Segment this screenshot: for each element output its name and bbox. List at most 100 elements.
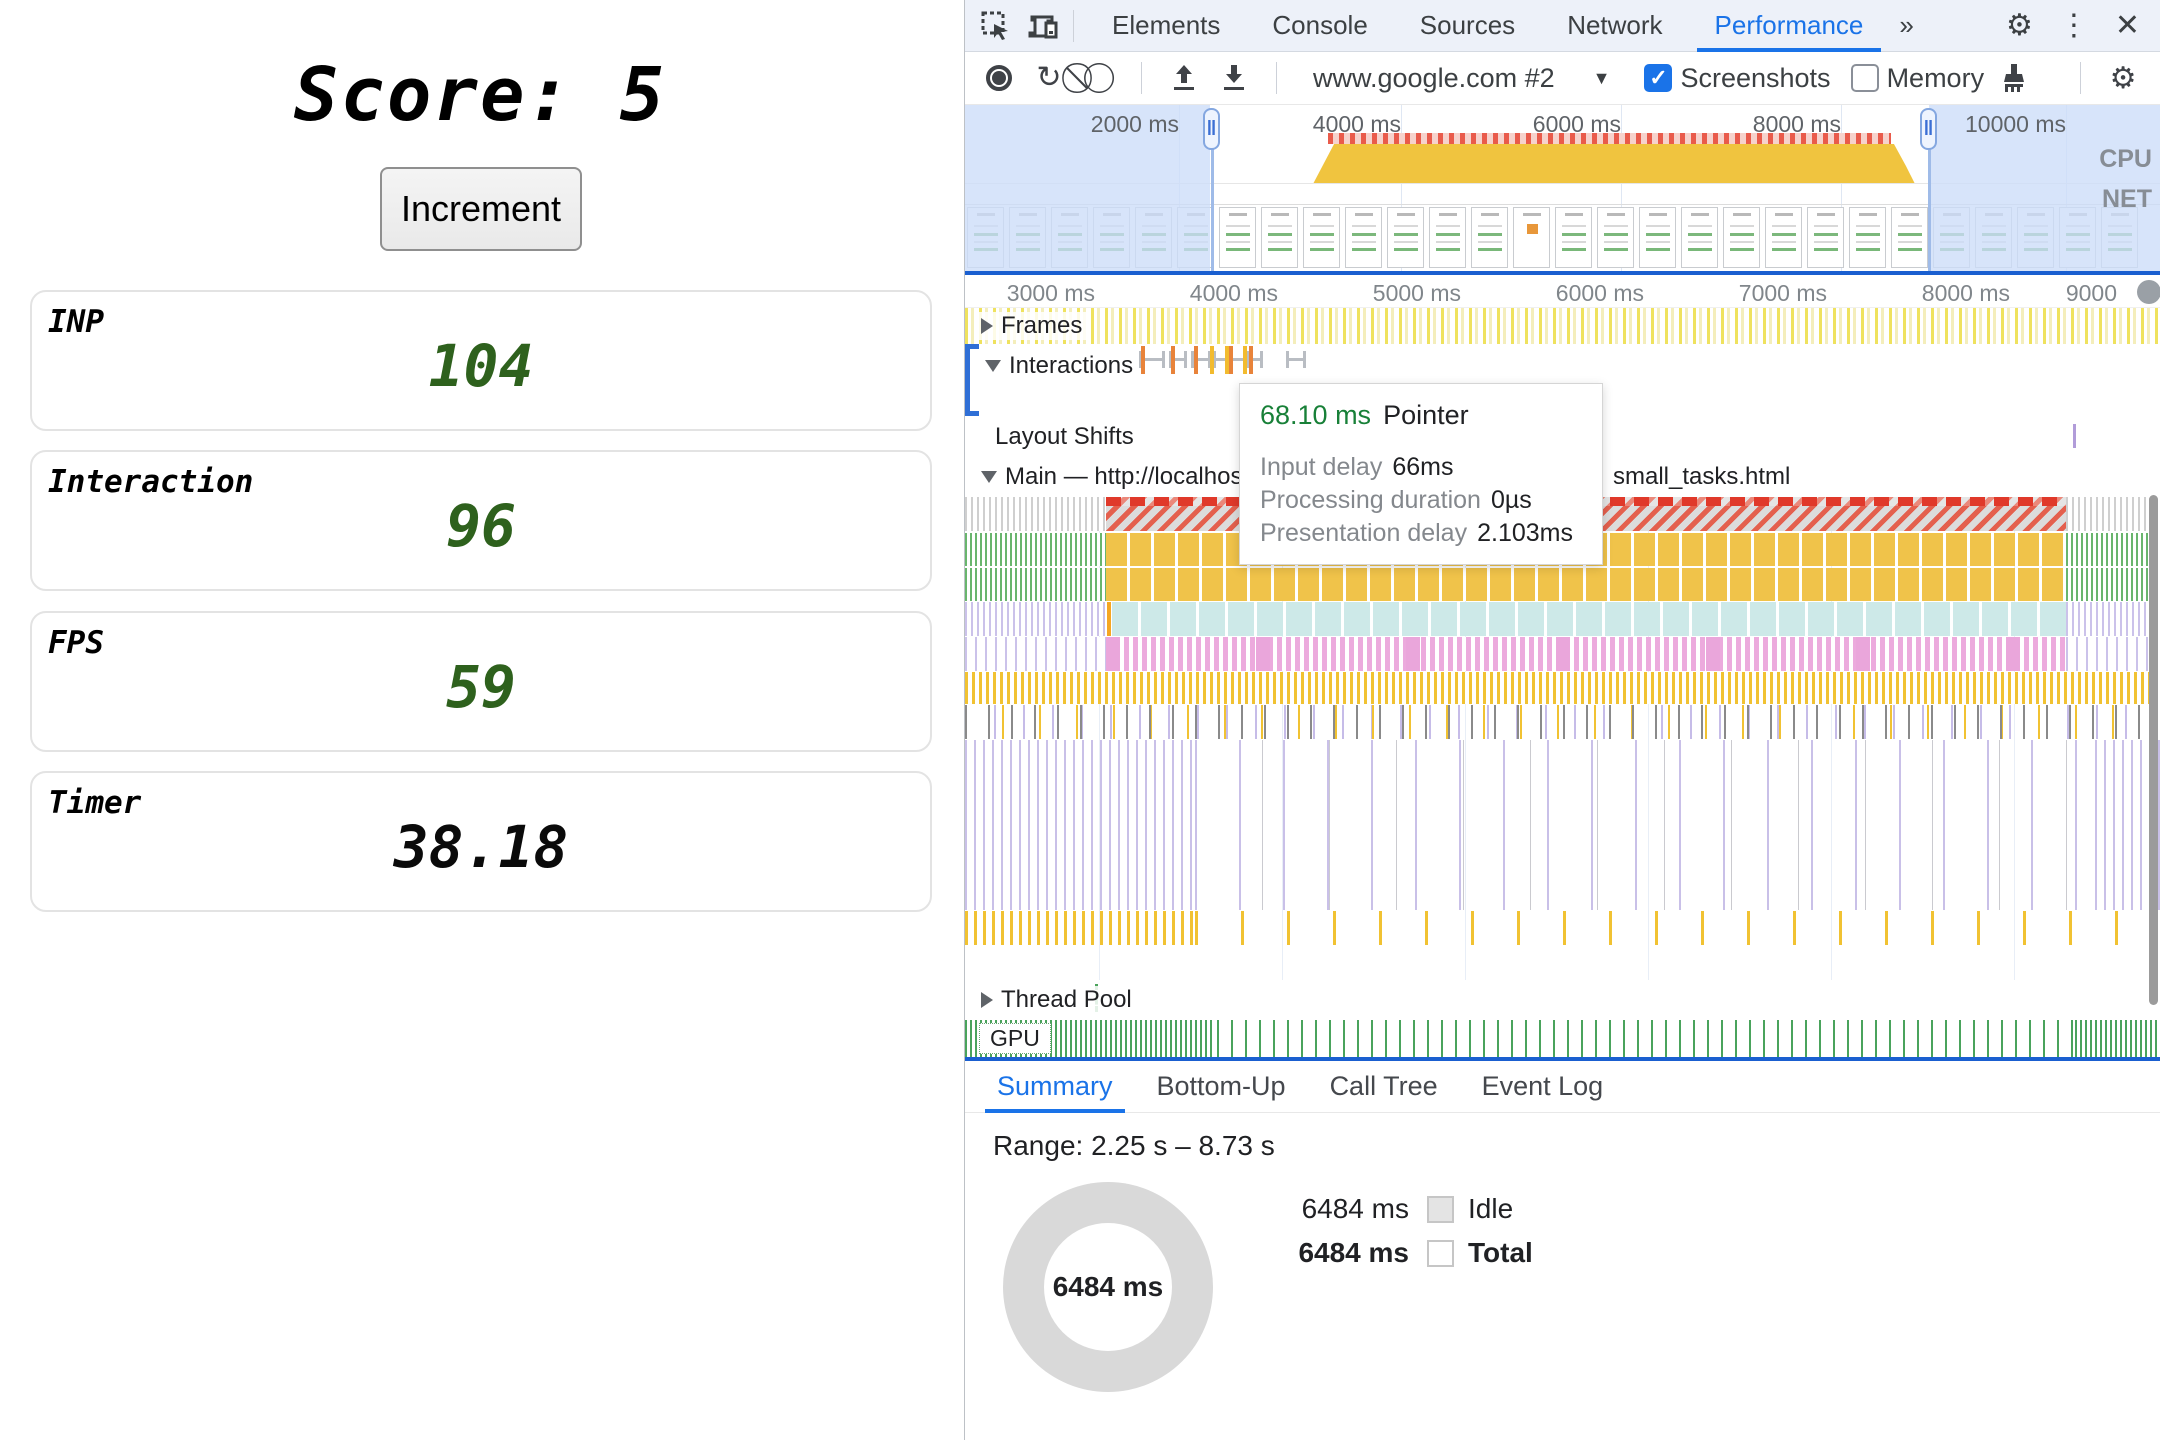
- interaction-event-tick[interactable]: [1141, 346, 1145, 374]
- interaction-whisker[interactable]: [1286, 351, 1306, 368]
- settings-gear-icon[interactable]: ⚙: [2005, 9, 2033, 42]
- expander-expanded-icon[interactable]: [981, 471, 997, 483]
- expander-expanded-icon[interactable]: [985, 360, 1001, 372]
- memory-toggle[interactable]: Memory: [1850, 62, 1985, 94]
- tab-network[interactable]: Network: [1567, 10, 1663, 40]
- flame-row-function-calls-2[interactable]: [965, 568, 2160, 601]
- tooltip-row-label: Input delay: [1260, 453, 1383, 481]
- capture-settings-gear-icon[interactable]: ⚙: [2109, 61, 2137, 95]
- score-heading: Score: 5: [293, 52, 667, 138]
- metric-label: Timer: [48, 785, 142, 821]
- flame-row-scripting[interactable]: [965, 672, 2160, 704]
- filmstrip-thumbnail[interactable]: [1513, 207, 1550, 268]
- filmstrip-thumbnail[interactable]: [1891, 207, 1928, 268]
- flame-row-sparse-mixed[interactable]: [965, 705, 2160, 739]
- metric-label: INP: [48, 304, 104, 340]
- more-tabs-icon[interactable]: »: [1899, 10, 1914, 40]
- vertical-scrollbar-thumb[interactable]: [2149, 495, 2158, 1005]
- track-title: Interactions: [1009, 352, 1134, 379]
- filmstrip-thumbnail[interactable]: [1849, 207, 1886, 268]
- legend-row-total: 6484 ms Total: [1205, 1237, 1532, 1268]
- metric-card-interaction: Interaction 96: [30, 450, 932, 591]
- tab-performance[interactable]: Performance: [1689, 0, 1890, 52]
- interaction-event-tick[interactable]: [1225, 346, 1229, 374]
- ruler-label: 5000 ms: [1372, 280, 1461, 306]
- tab-call-tree[interactable]: Call Tree: [1329, 1071, 1438, 1101]
- interaction-event-tick[interactable]: [1194, 346, 1198, 374]
- filmstrip-thumbnail[interactable]: [1723, 207, 1760, 268]
- filmstrip-thumbnail[interactable]: [1807, 207, 1844, 268]
- filmstrip-thumbnail[interactable]: [1219, 207, 1256, 268]
- memory-checkbox[interactable]: [1850, 64, 1879, 92]
- filmstrip-thumbnail[interactable]: [1471, 207, 1508, 268]
- interaction-whisker[interactable]: [1169, 351, 1187, 368]
- filmstrip-thumbnail[interactable]: [1639, 207, 1676, 268]
- filmstrip-thumbnail[interactable]: [1303, 207, 1340, 268]
- interaction-event-tick[interactable]: [1243, 346, 1247, 374]
- interaction-event-tick[interactable]: [1210, 346, 1214, 374]
- filmstrip-thumbnail[interactable]: [1765, 207, 1802, 268]
- device-toolbar-icon[interactable]: [1027, 9, 1061, 43]
- upload-profile-icon[interactable]: [1164, 58, 1204, 98]
- metric-card-inp: INP 104: [30, 290, 932, 431]
- kebab-menu-icon[interactable]: ⋮: [2058, 9, 2089, 42]
- increment-button[interactable]: Increment: [380, 167, 582, 251]
- filmstrip-thumbnail[interactable]: [1429, 207, 1466, 268]
- timeline-ruler: 3000 ms 4000 ms 5000 ms 6000 ms 7000 ms …: [965, 276, 2160, 308]
- track-title: Thread Pool: [1001, 986, 1132, 1013]
- overview-dim-right: [1929, 105, 2160, 272]
- tab-event-log[interactable]: Event Log: [1481, 1071, 1604, 1101]
- tab-elements[interactable]: Elements: [1112, 10, 1221, 40]
- flame-row-sparse-yellow[interactable]: [965, 911, 2160, 945]
- interaction-event-tick[interactable]: [1229, 346, 1233, 374]
- reload-record-button[interactable]: ↻: [1036, 61, 1062, 94]
- expander-collapsed-icon[interactable]: [981, 318, 993, 334]
- filmstrip-thumbnail[interactable]: [1345, 207, 1382, 268]
- expander-collapsed-icon[interactable]: [981, 992, 993, 1008]
- record-button[interactable]: [979, 58, 1019, 98]
- close-icon[interactable]: ✕: [2114, 9, 2140, 42]
- tab-summary[interactable]: Summary: [975, 1061, 1135, 1113]
- selection-line-right: [1928, 111, 1931, 272]
- interaction-event-tick[interactable]: [1171, 346, 1175, 374]
- interaction-whisker[interactable]: [1247, 351, 1263, 368]
- donut-center-value: 6484 ms: [1052, 1271, 1164, 1302]
- legend-label: Idle: [1468, 1193, 1514, 1224]
- filmstrip-thumbnail[interactable]: [1681, 207, 1718, 268]
- screenshots-checkbox[interactable]: ✓: [1644, 64, 1673, 92]
- layout-shift-event[interactable]: [2073, 424, 2076, 448]
- tooltip-row-label: Processing duration: [1260, 486, 1481, 514]
- flame-rows-sparse[interactable]: [965, 740, 2160, 910]
- frames-track[interactable]: Frames: [965, 308, 2160, 344]
- tab-sources[interactable]: Sources: [1419, 10, 1516, 40]
- track-title: Layout Shifts: [995, 423, 1134, 450]
- target-selector-dropdown[interactable]: www.google.com #2 ▼: [1299, 63, 1624, 94]
- metric-value: 38.18: [393, 813, 569, 881]
- clear-recording-button[interactable]: ⃠◯: [1083, 61, 1115, 94]
- interaction-whisker[interactable]: [1191, 351, 1211, 368]
- track-title: Main — http://localhost:: [1005, 463, 1256, 490]
- gpu-track[interactable]: GPU: [965, 1020, 2160, 1057]
- flame-row-rendering[interactable]: [965, 637, 2160, 671]
- divider: [2080, 62, 2082, 94]
- flame-row-timers[interactable]: [965, 602, 2160, 636]
- inspect-element-icon[interactable]: [979, 9, 1013, 43]
- interaction-event-tick[interactable]: [1249, 346, 1253, 374]
- scroll-knob[interactable]: [2137, 280, 2160, 304]
- filmstrip-thumbnail[interactable]: [1555, 207, 1592, 268]
- download-profile-icon[interactable]: [1214, 58, 1254, 98]
- collect-garbage-icon[interactable]: [1994, 58, 2034, 98]
- memory-label: Memory: [1886, 62, 1985, 93]
- thread-pool-track[interactable]: Thread Pool: [965, 980, 2160, 1020]
- selection-handle-right[interactable]: ‖: [1920, 108, 1937, 150]
- summary-range: Range: 2.25 s – 8.73 s: [993, 1130, 1275, 1161]
- filmstrip-thumbnail[interactable]: [1261, 207, 1298, 268]
- interaction-whisker[interactable]: [1139, 351, 1165, 368]
- tab-console[interactable]: Console: [1272, 10, 1368, 40]
- tab-bottom-up[interactable]: Bottom-Up: [1156, 1071, 1286, 1101]
- selection-handle-left[interactable]: ‖: [1203, 108, 1220, 150]
- filmstrip-thumbnail[interactable]: [1597, 207, 1634, 268]
- screenshots-toggle[interactable]: ✓ Screenshots: [1644, 63, 1831, 94]
- filmstrip-thumbnail[interactable]: [1387, 207, 1424, 268]
- overview-dim-left: [965, 105, 1210, 272]
